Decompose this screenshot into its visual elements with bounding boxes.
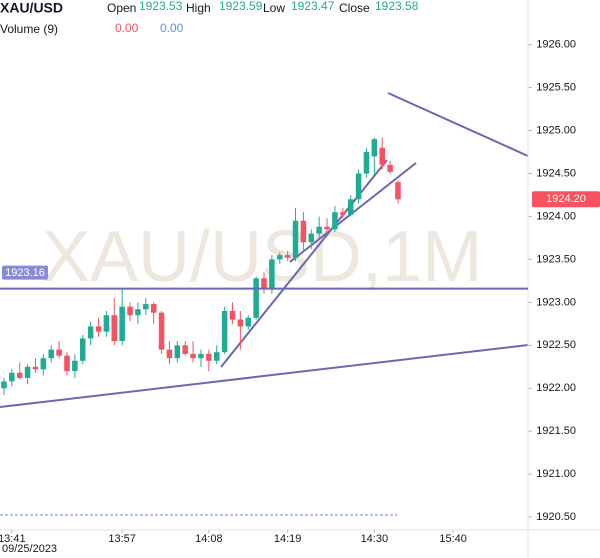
- last-price-label: 1924.20: [546, 193, 586, 205]
- candle-body: [316, 226, 322, 234]
- x-tick-label: 14:30: [361, 533, 389, 545]
- candle-body: [127, 306, 133, 316]
- legend-value: 1923.59: [219, 0, 263, 13]
- candle-body: [332, 212, 338, 230]
- y-tick-label: 1923.50: [536, 253, 576, 265]
- candle-body: [95, 326, 102, 332]
- legend-label: Close: [339, 1, 370, 15]
- y-tick-label: 1924.00: [536, 210, 576, 222]
- candle-body: [32, 366, 39, 370]
- candle-body: [347, 199, 354, 215]
- candle-body: [300, 220, 307, 243]
- candle-body: [198, 353, 204, 359]
- candle-body: [269, 259, 275, 290]
- candle-body: [158, 312, 165, 350]
- legend-value: 1923.53: [139, 0, 183, 13]
- legend-value: 1923.47: [291, 0, 335, 13]
- candle-body: [190, 353, 196, 359]
- candle-body: [48, 349, 54, 359]
- candle-body: [9, 372, 15, 382]
- legend-label: Open: [107, 1, 136, 15]
- price-badge-label: 1923.16: [5, 267, 45, 279]
- candle-body: [72, 360, 78, 372]
- y-tick-label: 1922.50: [536, 339, 576, 351]
- date-label: 09/25/2023: [2, 543, 57, 555]
- candle-body: [261, 278, 267, 290]
- price-badge: [2, 265, 48, 280]
- legend-value: 1923.58: [375, 0, 419, 13]
- y-tick-label: 1925.50: [536, 82, 576, 94]
- candle-body: [253, 278, 259, 318]
- legend-label: Low: [263, 1, 285, 15]
- y-tick-label: 1924.50: [536, 167, 576, 179]
- volume-label: Volume (9): [0, 22, 58, 36]
- candle-body: [103, 315, 110, 332]
- candle-body: [229, 310, 236, 320]
- candle-body: [308, 233, 315, 243]
- candle-body: [40, 358, 47, 370]
- candle-body: [277, 255, 283, 260]
- candle-body: [1, 381, 7, 389]
- candle-body: [174, 345, 181, 359]
- candle-body: [87, 326, 94, 339]
- candle-body: [292, 220, 299, 258]
- trend-line: [387, 92, 529, 157]
- x-tick-label: 13:41: [0, 533, 26, 545]
- candle-body: [64, 355, 70, 372]
- y-tick-label: 1920.50: [536, 511, 576, 523]
- last-price-badge: [532, 191, 600, 208]
- trend-line: [0, 344, 529, 408]
- y-tick-label: 1923.00: [536, 296, 576, 308]
- candle-body: [363, 152, 370, 174]
- candle-body: [387, 164, 393, 172]
- candle-body: [79, 338, 86, 361]
- candle-body: [56, 349, 62, 356]
- legend-label: High: [186, 1, 211, 15]
- candle-body: [213, 352, 220, 361]
- y-tick-label: 1921.50: [536, 425, 576, 437]
- candle-body: [24, 366, 31, 378]
- symbol: XAU/USD: [0, 0, 63, 16]
- candle-body: [221, 310, 228, 353]
- candle-body: [395, 182, 401, 200]
- candle-body: [245, 317, 251, 327]
- candle-body: [119, 306, 125, 342]
- candle-body: [111, 315, 118, 342]
- candle-body: [206, 353, 212, 361]
- y-tick-label: 1922.00: [536, 382, 576, 394]
- volume-value: 0.00: [160, 21, 184, 35]
- x-tick-label: 14:08: [195, 533, 223, 545]
- candle-body: [340, 212, 346, 215]
- candle-body: [284, 255, 291, 258]
- candle-body: [379, 147, 385, 165]
- x-tick-label: 14:19: [274, 533, 302, 545]
- candle-body: [237, 319, 244, 327]
- candle-body: [16, 372, 23, 378]
- candle-body: [150, 304, 157, 313]
- candle-body: [166, 349, 173, 359]
- y-tick-label: 1921.00: [536, 468, 576, 480]
- x-tick-label: 13:57: [108, 533, 136, 545]
- candle-body: [371, 139, 378, 157]
- candle-body: [182, 345, 188, 354]
- y-tick-label: 1926.00: [536, 39, 576, 51]
- candle-body: [324, 226, 330, 230]
- x-tick-label: 15:40: [439, 533, 467, 545]
- candle-body: [135, 309, 141, 316]
- volume-value: 0.00: [115, 21, 139, 35]
- candle-body: [143, 304, 149, 310]
- candle-body: [355, 173, 362, 200]
- y-tick-label: 1925.00: [536, 124, 576, 136]
- plot: [1, 137, 401, 396]
